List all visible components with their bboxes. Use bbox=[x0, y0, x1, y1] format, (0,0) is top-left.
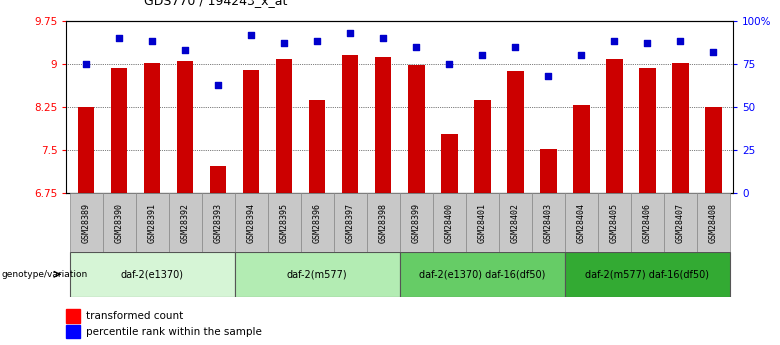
Bar bbox=[235, 252, 399, 297]
Bar bbox=[243, 70, 260, 193]
Bar bbox=[168, 193, 202, 252]
Text: GSM28399: GSM28399 bbox=[412, 203, 420, 243]
Text: GSM28404: GSM28404 bbox=[577, 203, 586, 243]
Text: daf-2(e1370): daf-2(e1370) bbox=[121, 269, 183, 279]
Bar bbox=[565, 193, 597, 252]
Bar bbox=[565, 252, 730, 297]
Text: GDS770 / 194243_x_at: GDS770 / 194243_x_at bbox=[144, 0, 288, 7]
Bar bbox=[69, 193, 103, 252]
Point bbox=[542, 73, 555, 79]
Bar bbox=[136, 193, 168, 252]
Text: GSM28402: GSM28402 bbox=[511, 203, 519, 243]
Bar bbox=[507, 71, 523, 193]
Text: GSM28401: GSM28401 bbox=[478, 203, 487, 243]
Bar bbox=[235, 193, 268, 252]
Point bbox=[311, 39, 324, 44]
Point bbox=[245, 32, 257, 37]
Bar bbox=[103, 193, 136, 252]
Point bbox=[509, 44, 522, 49]
Text: GSM28394: GSM28394 bbox=[246, 203, 256, 243]
Bar bbox=[606, 59, 622, 193]
Bar bbox=[532, 193, 565, 252]
Text: GSM28393: GSM28393 bbox=[214, 203, 222, 243]
Bar bbox=[408, 65, 424, 193]
Point bbox=[80, 61, 92, 67]
Bar bbox=[210, 166, 226, 193]
Text: GSM28408: GSM28408 bbox=[709, 203, 718, 243]
Bar bbox=[498, 193, 532, 252]
Bar bbox=[639, 68, 656, 193]
Bar bbox=[301, 193, 334, 252]
Bar bbox=[309, 100, 325, 193]
Text: GSM28406: GSM28406 bbox=[643, 203, 652, 243]
Bar bbox=[631, 193, 664, 252]
Text: GSM28390: GSM28390 bbox=[115, 203, 123, 243]
Text: GSM28405: GSM28405 bbox=[610, 203, 619, 243]
Bar bbox=[276, 59, 292, 193]
Bar bbox=[342, 55, 359, 193]
Text: daf-2(e1370) daf-16(df50): daf-2(e1370) daf-16(df50) bbox=[419, 269, 545, 279]
Bar bbox=[433, 193, 466, 252]
Bar bbox=[474, 100, 491, 193]
Bar bbox=[573, 105, 590, 193]
Bar bbox=[672, 63, 689, 193]
Bar bbox=[375, 57, 392, 193]
Bar bbox=[697, 193, 730, 252]
Bar bbox=[144, 63, 161, 193]
Point bbox=[113, 35, 126, 41]
Text: genotype/variation: genotype/variation bbox=[2, 270, 88, 279]
Point bbox=[608, 39, 621, 44]
Point bbox=[377, 35, 389, 41]
Text: percentile rank within the sample: percentile rank within the sample bbox=[86, 327, 261, 336]
Bar bbox=[202, 193, 235, 252]
Point bbox=[344, 30, 356, 36]
Bar bbox=[268, 193, 301, 252]
Bar bbox=[664, 193, 697, 252]
Bar bbox=[367, 193, 399, 252]
Text: daf-2(m577) daf-16(df50): daf-2(m577) daf-16(df50) bbox=[585, 269, 709, 279]
Point bbox=[707, 49, 720, 55]
Point bbox=[575, 52, 587, 58]
Text: GSM28398: GSM28398 bbox=[379, 203, 388, 243]
Point bbox=[674, 39, 686, 44]
Bar bbox=[399, 193, 433, 252]
Point bbox=[212, 82, 225, 87]
Text: GSM28407: GSM28407 bbox=[676, 203, 685, 243]
Text: GSM28403: GSM28403 bbox=[544, 203, 553, 243]
Text: GSM28392: GSM28392 bbox=[181, 203, 190, 243]
Bar bbox=[334, 193, 367, 252]
Bar bbox=[78, 107, 94, 193]
Text: GSM28391: GSM28391 bbox=[147, 203, 157, 243]
Bar bbox=[441, 134, 458, 193]
Point bbox=[476, 52, 488, 58]
Bar bbox=[597, 193, 631, 252]
Bar bbox=[705, 107, 722, 193]
Text: GSM28400: GSM28400 bbox=[445, 203, 454, 243]
Text: GSM28396: GSM28396 bbox=[313, 203, 321, 243]
Text: daf-2(m577): daf-2(m577) bbox=[287, 269, 348, 279]
Bar bbox=[111, 68, 127, 193]
Text: transformed count: transformed count bbox=[86, 311, 183, 321]
Text: GSM28395: GSM28395 bbox=[280, 203, 289, 243]
Point bbox=[278, 40, 290, 46]
Bar bbox=[466, 193, 498, 252]
Bar bbox=[540, 149, 557, 193]
Bar bbox=[177, 61, 193, 193]
Point bbox=[146, 39, 158, 44]
Point bbox=[410, 44, 423, 49]
Point bbox=[443, 61, 456, 67]
Point bbox=[641, 40, 654, 46]
Text: GSM28397: GSM28397 bbox=[346, 203, 355, 243]
Bar bbox=[69, 252, 235, 297]
Text: GSM28389: GSM28389 bbox=[82, 203, 90, 243]
Bar bbox=[399, 252, 565, 297]
Point bbox=[179, 47, 191, 53]
